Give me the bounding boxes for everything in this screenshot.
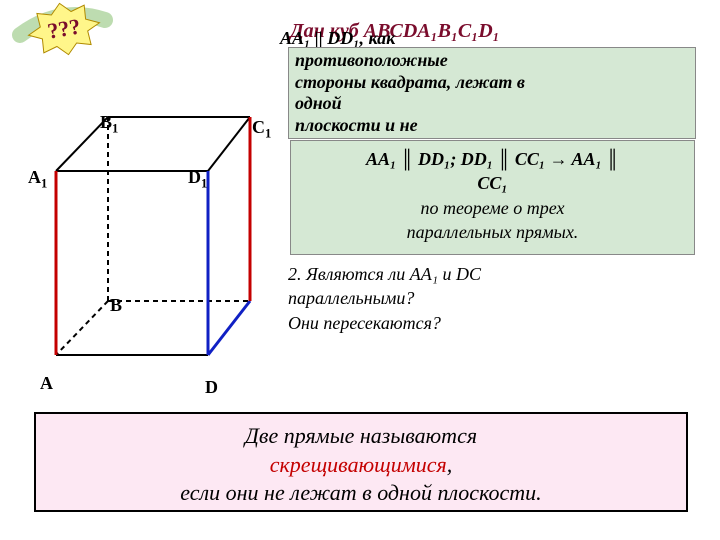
green-box-1: противоположныестороны квадрата, лежат в… <box>288 47 696 139</box>
question-badge: ??? <box>25 0 102 59</box>
green-box-2: AA₁ ║ DD₁; DD₁ ║ CC₁ → AA₁ ║CC₁по теорем… <box>290 140 695 255</box>
stage: ??? Дан куб АВСDA₁B₁C₁D₁ АА₁ || DD₁, как… <box>0 0 720 540</box>
vertex-label: D1 <box>188 167 207 192</box>
overlay-line: АА₁ || DD₁, как <box>280 28 395 49</box>
vertex-label: A <box>40 373 53 394</box>
vertex-label: B <box>110 295 122 316</box>
question-2: 2. Являются ли АА₁ и DC параллельными? О… <box>288 262 481 335</box>
vertex-label: C1 <box>252 117 271 142</box>
definition-box: Две прямые называютсяскрещивающимися,есл… <box>34 412 688 512</box>
cube-diagram: A D B A1 D1 B1 C1 <box>0 55 290 395</box>
vertex-label: A1 <box>28 167 47 192</box>
vertex-label: D <box>205 377 218 398</box>
vertex-label: B1 <box>100 112 118 137</box>
